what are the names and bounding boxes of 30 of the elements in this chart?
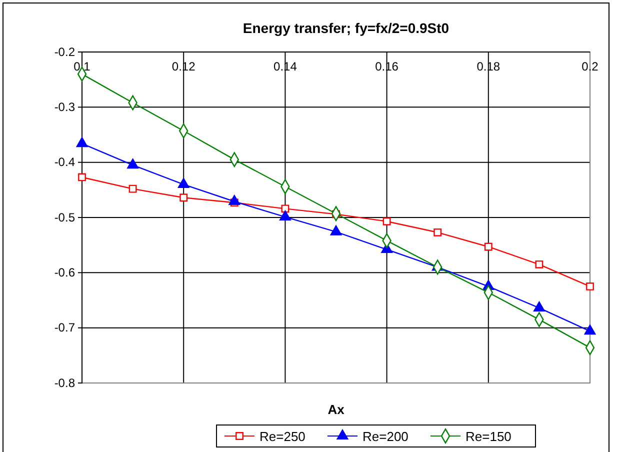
point	[535, 260, 544, 268]
point	[180, 194, 188, 202]
point	[484, 242, 492, 251]
point	[281, 204, 290, 213]
legend-label: Re=250	[260, 429, 306, 444]
point	[127, 158, 138, 169]
point	[382, 217, 391, 226]
point	[280, 210, 291, 220]
point	[76, 137, 88, 148]
point	[586, 282, 594, 290]
point	[228, 195, 240, 206]
y-tick-label: -0.6	[54, 266, 76, 280]
legend-label: Re=200	[362, 429, 408, 444]
y-tick-label: -0.2	[54, 44, 76, 59]
y-tick-label: -0.4	[54, 155, 76, 170]
y-tick-label: -0.7	[54, 320, 76, 335]
point	[128, 184, 137, 193]
point	[178, 178, 190, 188]
point	[584, 324, 596, 335]
point	[330, 225, 342, 236]
point	[78, 173, 86, 182]
legend-label: Re=150	[466, 429, 512, 444]
y-tick-label: -0.8	[54, 376, 76, 390]
x-axis-title: Ax	[328, 402, 346, 417]
point	[534, 301, 545, 312]
y-tick-label: -0.3	[54, 100, 76, 114]
chart-title: Energy transfer; fy=fx/2=0.9St0	[242, 20, 450, 36]
x-tick-label: 0.2	[582, 60, 599, 74]
point	[434, 228, 442, 236]
y-tick-label: -0.5	[54, 210, 76, 224]
